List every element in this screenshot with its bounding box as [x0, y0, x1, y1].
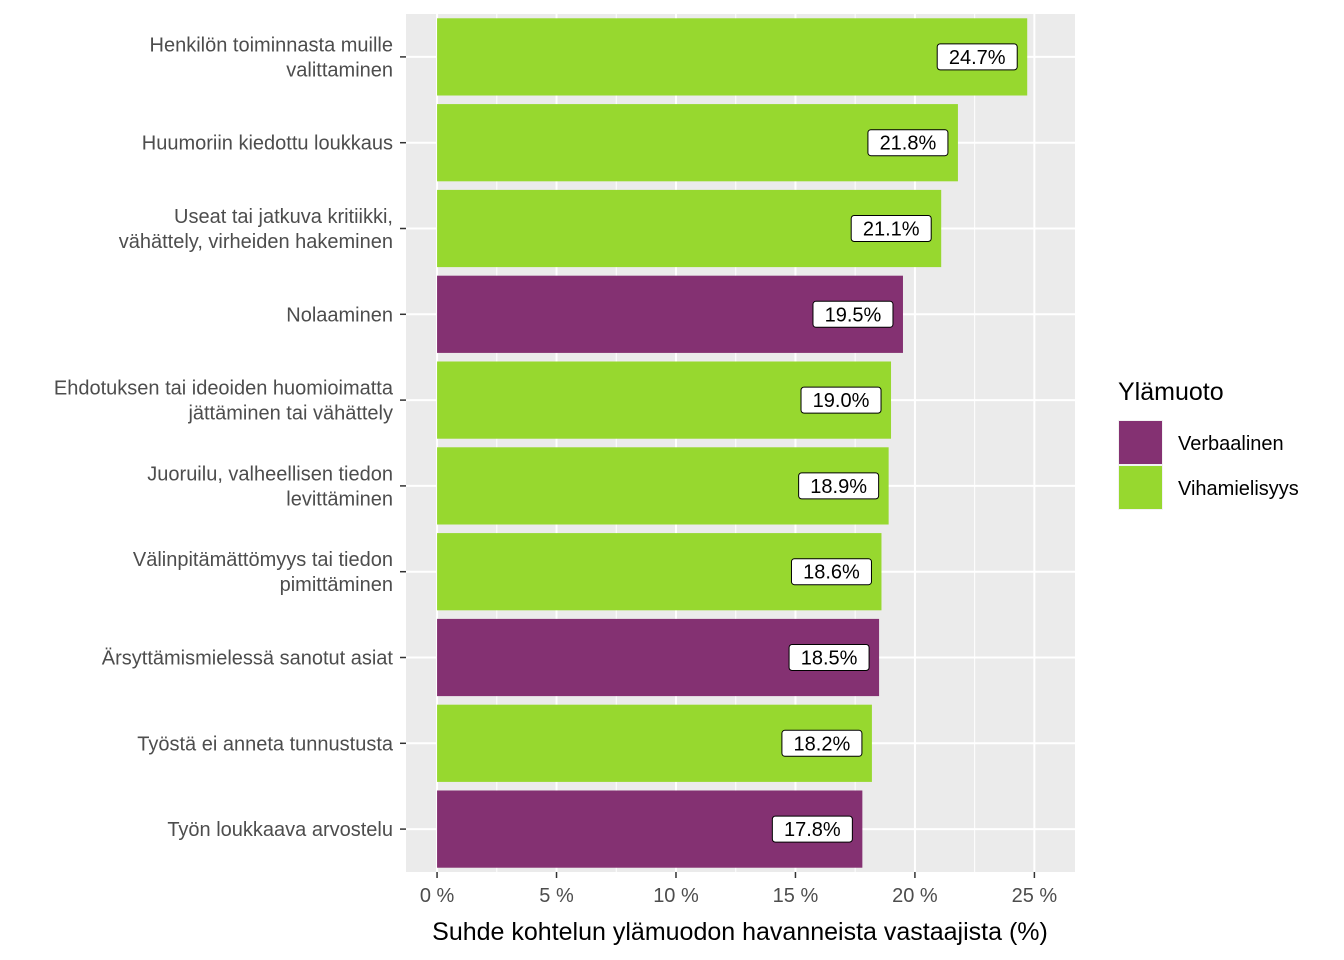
category-label: Henkilön toiminnasta muille valittaminen	[150, 34, 393, 81]
category-label-line: Työstä ei anneta tunnustusta	[137, 733, 394, 755]
category-label: Ehdotuksen tai ideoiden huomioimatta jätt…	[54, 378, 394, 425]
data-label-text: 18.6%	[803, 562, 860, 584]
category-label-line: Huumoriin kiedottu loukkaus	[142, 133, 393, 155]
x-axis: 0 % 5 % 10 % 15 % 20 % 25 %	[420, 872, 1058, 907]
x-tick-label: 10 %	[653, 885, 699, 907]
data-label-text: 19.0%	[813, 390, 870, 412]
data-label-box	[850, 215, 932, 242]
x-tick-label: 20 %	[892, 885, 938, 907]
x-tick-label: 15 %	[773, 885, 819, 907]
category-label-line: Juoruilu, valheellisen tiedon	[147, 463, 393, 485]
data-label: 18.5%	[788, 644, 870, 671]
data-label-text: 18.5%	[801, 648, 858, 670]
data-labels: 24.7% 21.8% 21.1% 19.5% 19.0% 18.9% 18.6% 18.5%…	[771, 43, 1018, 843]
data-label-text: 17.8%	[784, 819, 841, 841]
category-label: Työstä ei anneta tunnustusta	[137, 733, 394, 755]
data-label-text: 24.7%	[949, 47, 1006, 69]
data-label-text: 21.8%	[880, 133, 937, 155]
category-label-line: jättäminen tai vähättely	[187, 403, 393, 425]
category-label: Nolaaminen	[286, 304, 393, 326]
data-label: 19.5%	[812, 300, 894, 328]
data-label-text: 18.2%	[794, 733, 851, 755]
data-label-text: 21.1%	[863, 219, 920, 241]
legend-item: Vihamielisyys	[1118, 465, 1299, 510]
category-label: Huumoriin kiedottu loukkaus	[142, 133, 393, 155]
category-label: Useat tai jatkuva kritiikki, vähättely, v…	[119, 206, 393, 253]
category-label-line: vähättely, virheiden hakeminen	[119, 231, 393, 253]
data-label: 18.2%	[781, 729, 863, 757]
data-label-text: 19.5%	[825, 304, 882, 326]
category-label-line: levittäminen	[286, 488, 393, 510]
category-label: Välinpitämättömyys tai tiedon pimittämine…	[133, 549, 393, 596]
bar	[437, 18, 1028, 96]
data-label-box	[936, 43, 1018, 71]
data-label: 21.8%	[867, 129, 949, 157]
category-label-line: Ärsyttämismielessä sanotut asiat	[102, 648, 394, 670]
legend-swatch	[1119, 421, 1162, 464]
data-label-box	[867, 129, 949, 157]
legend-label: Verbaalinen	[1178, 433, 1284, 455]
category-label-line: Välinpitämättömyys tai tiedon	[133, 549, 393, 571]
y-axis: Henkilön toiminnasta muille valittaminenH…	[54, 34, 406, 841]
data-label-box	[788, 644, 870, 671]
data-label-box	[771, 815, 853, 843]
category-label-line: valittaminen	[286, 59, 393, 81]
category-label-line: Nolaaminen	[286, 304, 393, 326]
category-label-line: pimittäminen	[280, 574, 393, 596]
category-label: Työn loukkaava arvostelu	[167, 819, 393, 841]
data-label: 18.9%	[798, 472, 880, 500]
data-label: 18.6%	[790, 558, 872, 586]
x-tick-label: 25 %	[1012, 885, 1058, 907]
data-label-box	[798, 472, 880, 500]
category-label-line: Henkilön toiminnasta muille	[150, 34, 393, 56]
data-label: 24.7%	[936, 43, 1018, 71]
category-label-line: Ehdotuksen tai ideoiden huomioimatta	[54, 378, 394, 400]
x-tick-label: 0 %	[420, 885, 455, 907]
data-label-box	[812, 300, 894, 328]
x-axis-title: Suhde kohtelun ylämuodon havanneista vas…	[432, 918, 1048, 946]
category-label: Ärsyttämismielessä sanotut asiat	[102, 648, 394, 670]
legend-item: Verbaalinen	[1118, 420, 1284, 465]
category-label-line: Useat tai jatkuva kritiikki,	[174, 206, 393, 228]
data-label: 19.0%	[800, 386, 882, 414]
data-label-box	[800, 386, 882, 414]
x-tick-label: 5 %	[539, 885, 574, 907]
legend-swatch	[1119, 466, 1162, 509]
legend: Ylämuoto Verbaalinen Vihamielisyys	[1118, 378, 1299, 510]
category-label-line: Työn loukkaava arvostelu	[167, 819, 393, 841]
data-label-text: 18.9%	[810, 476, 867, 498]
data-label-box	[790, 558, 872, 586]
legend-label: Vihamielisyys	[1178, 478, 1299, 500]
category-label: Juoruilu, valheellisen tiedon levittämine…	[147, 463, 393, 510]
data-label: 21.1%	[850, 215, 932, 242]
legend-title: Ylämuoto	[1118, 378, 1224, 406]
data-label-box	[781, 729, 863, 757]
data-label: 17.8%	[771, 815, 853, 843]
